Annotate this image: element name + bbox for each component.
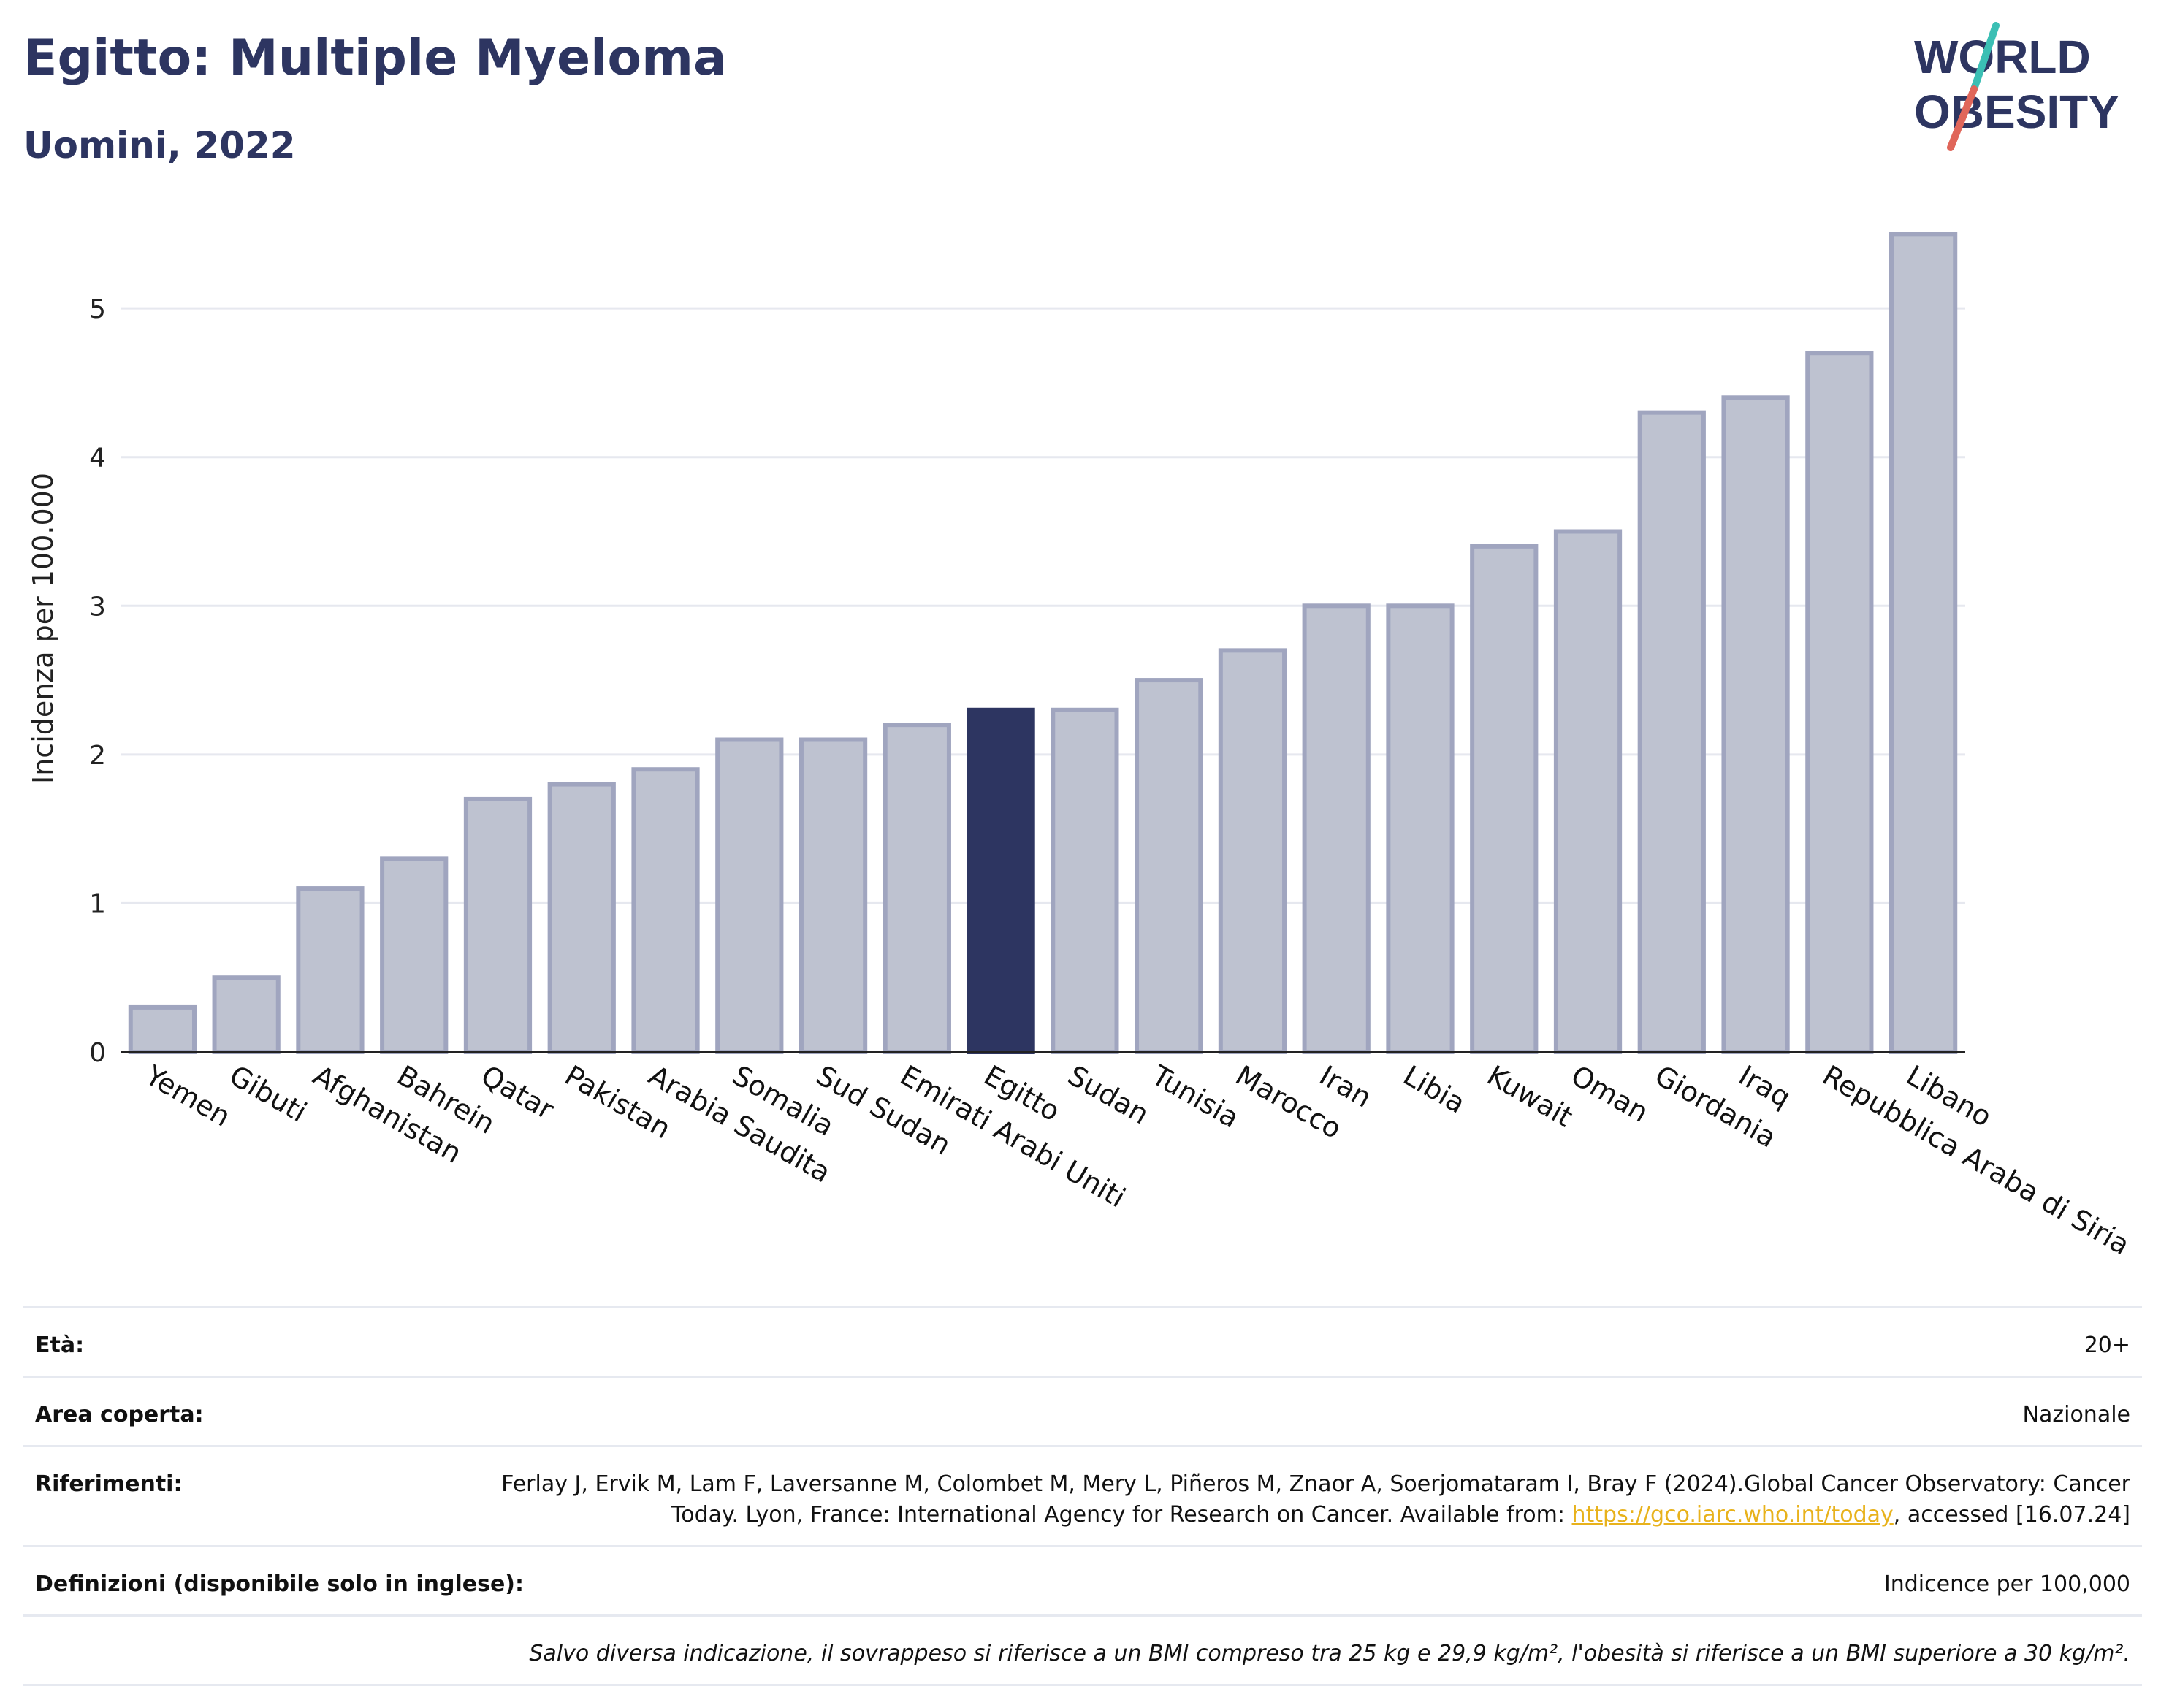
bar-sud-sudan <box>799 737 868 1054</box>
y-tick-label: 1 <box>89 889 106 919</box>
bar-somalia <box>715 737 784 1054</box>
x-tick-label: Yemen <box>140 1059 236 1133</box>
bar-sudan <box>1051 707 1119 1054</box>
bar-repubblica-araba-di-siria <box>1805 351 1874 1054</box>
logo-slash-teal <box>1970 22 2000 93</box>
bar-egitto <box>967 707 1035 1054</box>
bar-marocco <box>1218 648 1287 1054</box>
bmi-note: Salvo diversa indicazione, il sovrappeso… <box>529 1641 2130 1666</box>
info-row-age: Età: 20+ <box>23 1306 2142 1376</box>
x-tick-label: Sudan <box>1062 1059 1154 1131</box>
world-obesity-logo: WORLD OBESITY <box>1914 22 2119 151</box>
bar-qatar <box>463 796 533 1055</box>
bar-kuwait <box>1470 544 1539 1054</box>
bar-afghanistan <box>296 886 365 1054</box>
x-tick-label: Gibuti <box>224 1059 312 1129</box>
bar-gibuti <box>212 975 281 1054</box>
y-axis-label: Incidenza per 100.000 <box>27 473 59 784</box>
bar-chart: 012345YemenGibutiAfghanistanBahreinQatar… <box>27 232 2135 1262</box>
y-tick-label: 3 <box>89 592 106 622</box>
chart-subtitle: Uomini, 2022 <box>23 124 296 167</box>
bar-libia <box>1386 603 1455 1054</box>
bars <box>128 232 1958 1055</box>
bar-oman <box>1553 529 1623 1054</box>
x-tick-label: Tunisia <box>1146 1059 1244 1135</box>
x-tick-label: Kuwait <box>1482 1059 1578 1134</box>
bar-emirati-arabi-uniti <box>883 723 951 1055</box>
bar-libano <box>1889 232 1958 1054</box>
x-tick-label: Oman <box>1566 1059 1654 1129</box>
bar-bahrein <box>380 856 449 1055</box>
x-tick-label: Repubblica Araba di Siria <box>1817 1059 2135 1262</box>
references-label: Riferimenti: <box>35 1471 183 1497</box>
references-accessed: , accessed [16.07.24] <box>1893 1502 2130 1528</box>
chart-title: Egitto: Multiple Myeloma <box>23 29 727 87</box>
x-tick-label: Libia <box>1398 1059 1471 1120</box>
bar-arabia-saudita <box>631 767 700 1054</box>
references-value: Ferlay J, Ervik M, Lam F, Laversanne M, … <box>465 1469 2130 1530</box>
bar-iraq <box>1721 395 1790 1054</box>
bar-giordania <box>1637 410 1706 1054</box>
logo-slash-red <box>1947 85 1978 151</box>
definitions-value: Indicence per 100,000 <box>1883 1571 2130 1597</box>
y-tick-label: 2 <box>89 741 106 771</box>
info-row-area: Area coperta: Nazionale <box>23 1376 2142 1445</box>
bar-iran <box>1302 603 1371 1054</box>
definitions-label: Definizioni (disponibile solo in inglese… <box>35 1571 524 1597</box>
area-value: Nazionale <box>2022 1402 2130 1427</box>
bar-pakistan <box>547 782 616 1054</box>
info-row-references: Riferimenti: Ferlay J, Ervik M, Lam F, L… <box>23 1445 2142 1545</box>
area-label: Area coperta: <box>35 1402 204 1427</box>
age-value: 20+ <box>2084 1333 2130 1358</box>
y-tick-label: 0 <box>89 1038 106 1068</box>
age-label: Età: <box>35 1333 85 1358</box>
bar-tunisia <box>1135 678 1203 1054</box>
bar-yemen <box>128 1004 197 1055</box>
logo-line-2: OBESITY <box>1914 85 2119 138</box>
info-row-definitions: Definizioni (disponibile solo in inglese… <box>23 1545 2142 1614</box>
info-table: Età: 20+ Area coperta: Nazionale Riferim… <box>23 1306 2142 1686</box>
logo-line-1: WORLD <box>1914 31 2091 83</box>
y-tick-label: 5 <box>89 294 106 324</box>
references-link[interactable]: https://gco.iarc.who.int/today <box>1571 1502 1894 1528</box>
references-text: Ferlay J, Ervik M, Lam F, Laversanne M, … <box>501 1471 2130 1528</box>
y-tick-label: 4 <box>89 443 106 473</box>
info-row-note: Salvo diversa indicazione, il sovrappeso… <box>23 1614 2142 1686</box>
